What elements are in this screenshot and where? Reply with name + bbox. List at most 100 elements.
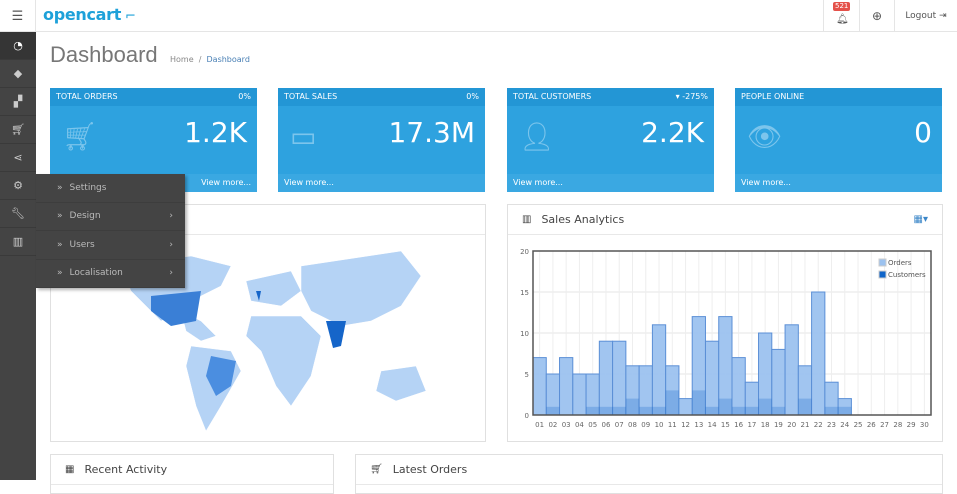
y-tick-label: 20 bbox=[520, 248, 529, 256]
eye-icon: 👁︎ bbox=[747, 120, 783, 153]
x-tick-label: 02 bbox=[548, 421, 557, 429]
cart-icon: 🛒︎ bbox=[11, 123, 25, 136]
flyout-label: Users bbox=[69, 239, 95, 250]
x-tick-label: 26 bbox=[867, 421, 876, 429]
sidebar-item-tools[interactable]: 🔧︎ bbox=[0, 200, 36, 228]
help-button[interactable]: ⊕ bbox=[859, 0, 894, 32]
logo-text: opencart bbox=[43, 5, 122, 24]
calendar-icon: ▦ bbox=[65, 464, 75, 475]
opencart-logo[interactable]: opencart ⌐ bbox=[43, 5, 136, 24]
bar-orders bbox=[598, 340, 614, 416]
breadcrumb-home[interactable]: Home bbox=[170, 55, 194, 64]
sales-analytics-panel: ▥ Sales Analytics ▦▾ 0 5 10 15 20 01 02 03 04 05 06… bbox=[507, 204, 943, 442]
sidebar-item-extensions[interactable]: ▞ bbox=[0, 88, 36, 116]
card-value: 0 bbox=[914, 116, 932, 149]
calendar-dropdown-button[interactable]: ▦▾ bbox=[913, 214, 928, 225]
bar-chart-icon: ▥ bbox=[522, 214, 532, 225]
x-tick-label: 18 bbox=[761, 421, 770, 429]
latest-orders-panel: 🛒︎ Latest Orders bbox=[355, 454, 943, 494]
bar-orders bbox=[572, 373, 587, 416]
dashboard-icon: ◔ bbox=[13, 39, 23, 52]
bar-customers bbox=[718, 398, 732, 415]
logout-button[interactable]: Logout ⇥ bbox=[894, 0, 957, 32]
bar-orders bbox=[612, 340, 627, 416]
x-tick-label: 29 bbox=[907, 421, 916, 429]
wrench-icon: 🔧︎ bbox=[11, 207, 25, 220]
flyout-label: Settings bbox=[69, 182, 107, 193]
x-tick-label: 10 bbox=[655, 421, 664, 429]
x-tick-label: 17 bbox=[747, 421, 756, 429]
bar-orders bbox=[704, 340, 720, 416]
flyout-item-users[interactable]: » Users › bbox=[36, 231, 185, 260]
bar-orders bbox=[678, 398, 693, 416]
bar-customers bbox=[745, 406, 759, 415]
x-tick-label: 13 bbox=[694, 421, 703, 429]
double-chevron-icon: » bbox=[57, 268, 63, 279]
chevron-right-icon: › bbox=[169, 239, 173, 250]
share-icon: ⋖ bbox=[13, 151, 23, 164]
bar-customers bbox=[639, 406, 653, 415]
x-tick-label: 14 bbox=[708, 421, 717, 429]
user-icon: 👤︎ bbox=[519, 120, 555, 153]
card-total-customers: TOTAL CUSTOMERS ▾ -275% 👤︎ 2.2K View more… bbox=[507, 88, 714, 192]
sidebar: ◔ ◆ ▞ 🛒︎ ⋖ ⚙ 🔧︎ ▥ bbox=[0, 32, 36, 480]
bar-customers bbox=[732, 406, 746, 415]
menu-toggle-button[interactable]: ☰ bbox=[0, 0, 36, 32]
flyout-item-settings[interactable]: » Settings bbox=[36, 174, 185, 203]
bar-customers bbox=[652, 406, 666, 415]
world-map[interactable] bbox=[51, 236, 485, 442]
x-tick-label: 21 bbox=[801, 421, 810, 429]
x-tick-label: 16 bbox=[734, 421, 743, 429]
x-tick-label: 09 bbox=[641, 421, 650, 429]
bar-orders bbox=[651, 324, 667, 416]
breadcrumb-dashboard[interactable]: Dashboard bbox=[206, 55, 250, 64]
y-tick-label: 10 bbox=[520, 330, 529, 338]
life-ring-icon: ⊕ bbox=[871, 9, 883, 23]
card-value: 17.3M bbox=[388, 116, 475, 149]
flyout-item-design[interactable]: » Design › bbox=[36, 203, 185, 231]
bar-customers bbox=[625, 398, 640, 415]
bar-customers bbox=[546, 406, 560, 415]
x-tick-label: 28 bbox=[893, 421, 902, 429]
sidebar-item-system[interactable]: ⚙ bbox=[0, 172, 36, 200]
view-more-link[interactable]: View more... bbox=[735, 174, 942, 192]
sidebar-item-catalog[interactable]: ◆ bbox=[0, 60, 36, 88]
y-tick-label: 15 bbox=[520, 289, 529, 297]
card-value: 2.2K bbox=[641, 116, 704, 149]
x-tick-label: 27 bbox=[880, 421, 889, 429]
legend-label: Customers bbox=[888, 271, 926, 279]
x-tick-label: 12 bbox=[681, 421, 690, 429]
chevron-right-icon: › bbox=[169, 268, 173, 279]
puzzle-icon: ▞ bbox=[13, 95, 23, 108]
bar-orders bbox=[559, 357, 574, 416]
caret-down-icon: ▾ bbox=[675, 92, 680, 101]
view-more-link[interactable]: View more... bbox=[507, 174, 714, 192]
recent-activity-panel: ▦ Recent Activity bbox=[50, 454, 334, 494]
card-change: -275% bbox=[682, 92, 708, 101]
latest-orders-title: Latest Orders bbox=[392, 463, 468, 476]
sidebar-item-sales[interactable]: 🛒︎ bbox=[0, 116, 36, 144]
double-chevron-icon: » bbox=[57, 211, 63, 222]
x-tick-label: 06 bbox=[602, 421, 611, 429]
map-india bbox=[326, 321, 346, 348]
bar-orders bbox=[731, 357, 746, 416]
sidebar-item-marketing[interactable]: ⋖ bbox=[0, 144, 36, 172]
breadcrumb: Home / Dashboard bbox=[170, 55, 250, 64]
sidebar-item-reports[interactable]: ▥ bbox=[0, 228, 36, 256]
y-tick-label: 5 bbox=[525, 371, 529, 379]
bar-orders bbox=[784, 324, 799, 416]
double-chevron-icon: » bbox=[57, 182, 63, 193]
sidebar-item-dashboard[interactable]: ◔ bbox=[0, 32, 36, 60]
bar-customers bbox=[692, 390, 706, 415]
legend-label: Orders bbox=[888, 259, 912, 267]
notifications-button[interactable]: 521 🔔︎ bbox=[823, 0, 859, 32]
view-more-link[interactable]: View more... bbox=[278, 174, 485, 192]
card-change: 0% bbox=[238, 92, 251, 101]
card-change: 0% bbox=[466, 92, 479, 101]
card-people-online: PEOPLE ONLINE 👁︎ 0 View more... bbox=[735, 88, 942, 192]
system-flyout-menu: » Settings » Design › » Users › » Localisation… bbox=[36, 174, 185, 288]
recent-activity-title: Recent Activity bbox=[84, 463, 168, 476]
flyout-item-localisation[interactable]: » Localisation › bbox=[36, 260, 185, 288]
logout-label: Logout bbox=[905, 11, 937, 21]
card-title: TOTAL SALES bbox=[284, 92, 338, 101]
